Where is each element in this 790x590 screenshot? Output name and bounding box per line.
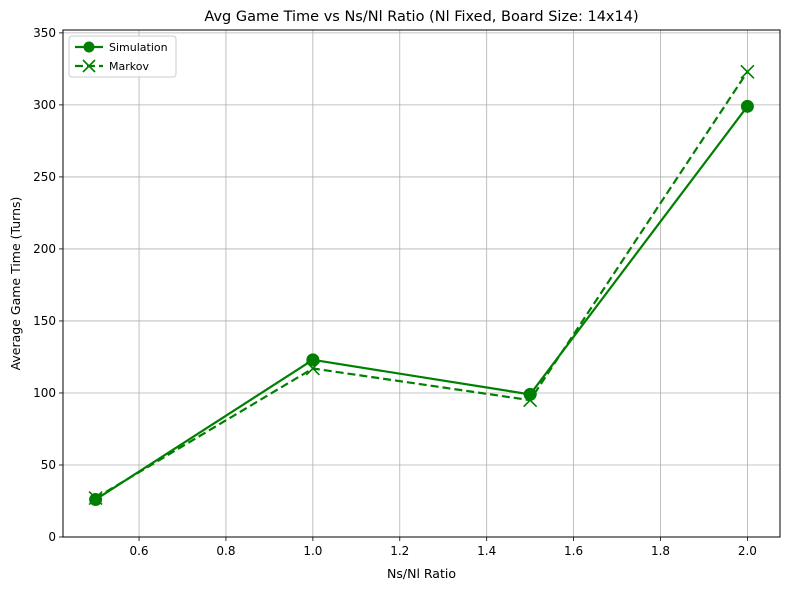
series-line-simulation (94, 105, 749, 501)
y-tick-label: 300 (33, 98, 56, 112)
series-line-markov (95, 71, 749, 500)
x-tick-label: 0.8 (216, 544, 235, 558)
data-point-markov (305, 361, 320, 376)
x-tick-label: 1.2 (390, 544, 409, 558)
y-tick-label: 250 (33, 170, 56, 184)
plot-frame (62, 29, 781, 538)
x-tick-label: 1.6 (564, 544, 583, 558)
legend-marker-simulation (83, 41, 95, 53)
y-tick-label: 0 (48, 530, 56, 544)
legend: Simulation Markov (68, 35, 177, 78)
data-point-markov (88, 491, 103, 506)
y-axis-label: Average Game Time (Turns) (8, 197, 23, 371)
legend-marker-markov (82, 59, 96, 73)
data-point-markov (523, 393, 538, 408)
series-layer (88, 64, 755, 507)
x-tick-label: 2.0 (738, 544, 757, 558)
x-tick-label: 0.6 (129, 544, 148, 558)
data-point-simulation (306, 353, 320, 367)
legend-label-simulation: Simulation (109, 41, 168, 54)
y-tick-label: 50 (41, 458, 56, 472)
x-tick-label: 1.4 (477, 544, 496, 558)
chart-title: Avg Game Time vs Ns/Nl Ratio (Nl Fixed, … (204, 9, 638, 25)
y-tick-label: 150 (33, 314, 56, 328)
y-tick-label: 100 (33, 386, 56, 400)
x-axis-label: Ns/Nl Ratio (387, 566, 456, 581)
axis-ticks: 0.6 0.8 1.0 1.2 1.4 1.6 1.8 2.0 0 50 100 150 200 250 3… (33, 26, 757, 558)
y-tick-label: 200 (33, 242, 56, 256)
series-markov (88, 64, 755, 506)
series-simulation (89, 99, 754, 507)
grid (63, 30, 780, 538)
data-point-markov (740, 64, 755, 79)
y-tick-label: 350 (33, 26, 56, 40)
legend-label-markov: Markov (109, 60, 149, 73)
x-tick-label: 1.0 (303, 544, 322, 558)
data-point-simulation (740, 99, 754, 113)
x-tick-label: 1.8 (651, 544, 670, 558)
